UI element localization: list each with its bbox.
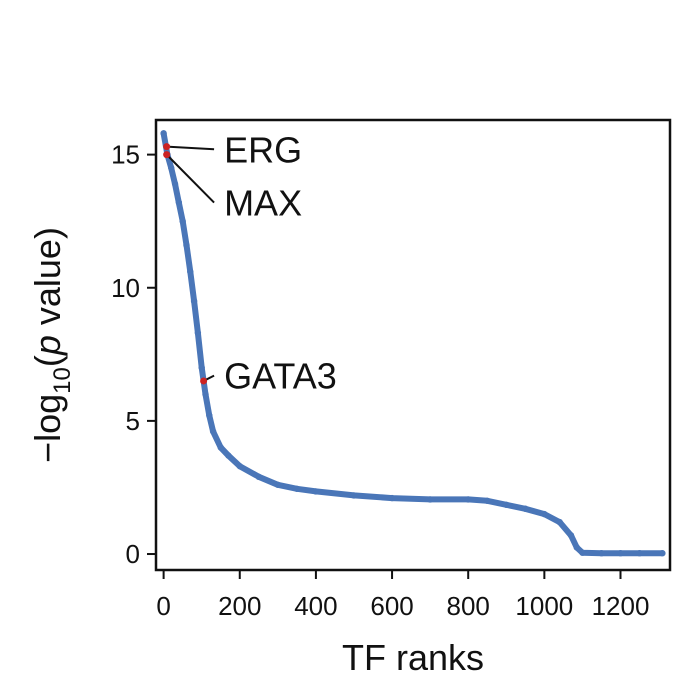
highlight-point-max [163,151,171,159]
highlight-point-gata3 [200,377,208,385]
curve-point-25 [484,497,491,504]
leader-erg [166,145,215,151]
curve-point-33 [598,550,605,557]
curve-point-13 [209,428,217,435]
ylabel-p: p [27,335,68,356]
curve-point-34 [617,550,624,557]
curve-point-11 [202,391,209,398]
leader-max [165,153,215,204]
x-axis-title: TF ranks [342,637,484,678]
curve-point-27 [522,505,529,512]
curve-point-4 [175,199,183,206]
curve-point-9 [194,329,202,337]
y-tick-label-0: 0 [126,539,140,569]
y-tick-label-15: 15 [111,140,140,170]
curve-point-18 [274,481,282,488]
curve-point-22 [388,494,396,502]
label-erg: ERG [224,129,302,170]
ylabel-value: value) [27,227,68,335]
label-max: MAX [224,183,302,224]
ylabel-subscript: 10 [49,367,76,394]
highlight-point-erg [163,143,171,151]
curve-point-26 [503,501,510,508]
label-gata3: GATA3 [224,356,337,397]
curve-point-35 [636,550,643,557]
curve-point-3 [171,180,179,188]
x-tick-label-1200: 1200 [592,591,650,621]
y-tick-label-5: 5 [126,406,140,436]
curve-point-0 [160,130,167,137]
curve-point-17 [255,473,262,481]
x-tick-label-200: 200 [218,591,261,621]
curve-point-20 [312,488,320,495]
curve-point-12 [206,412,213,419]
curve-point-29 [556,518,563,526]
plot-frame [154,118,672,572]
x-tick-label-800: 800 [447,591,490,621]
x-axis: 0 200 400 600 800 1000 1200 [156,570,649,621]
curve-point-30 [567,532,575,539]
y-tick-label-10: 10 [111,273,140,303]
curve-point-7 [187,268,194,275]
curve-point-16 [236,462,243,470]
curve-point-6 [183,241,190,249]
curve-point-36 [659,550,666,557]
y-axis-title: −log10(p value) [27,227,76,463]
curve-point-32 [579,549,586,556]
highlighted-tfs: ERG MAX GATA3 [163,129,337,397]
curve-point-23 [426,496,434,503]
curve-point-24 [465,496,472,503]
ylabel-paren: ( [27,355,68,367]
curve-point-15 [225,452,232,459]
curve-point-14 [217,444,224,451]
curve-point-21 [350,492,358,499]
curve-point-2 [168,164,175,172]
y-axis: 0 5 10 15 [111,140,156,569]
curve-point-19 [293,485,301,492]
curve-point-28 [541,510,548,518]
curve-point-10 [198,364,205,371]
x-tick-label-0: 0 [156,591,170,621]
x-tick-label-600: 600 [370,591,413,621]
x-tick-label-400: 400 [294,591,337,621]
ylabel-log: −log [27,394,68,463]
curve-point-8 [190,297,198,305]
x-tick-label-1000: 1000 [515,591,573,621]
curve-point-31 [573,544,580,551]
curve-point-5 [179,217,186,225]
ranked-tf-curve [160,130,666,557]
